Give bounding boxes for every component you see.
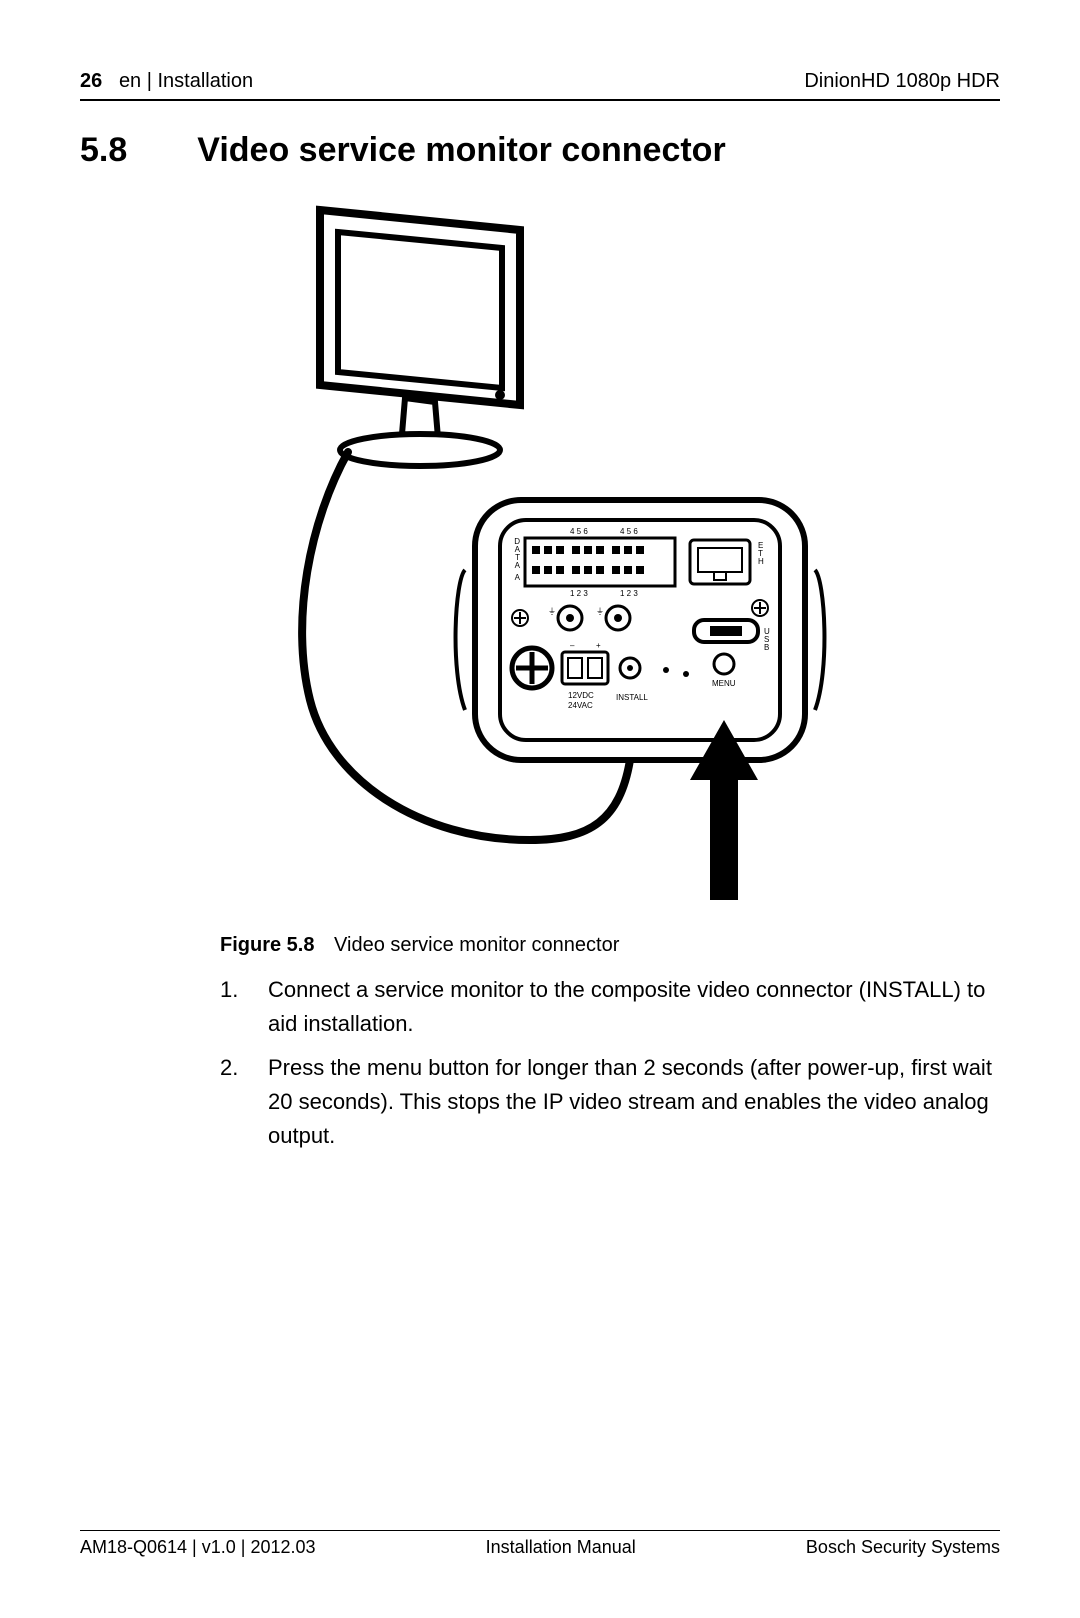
svg-text:⏚: ⏚	[548, 607, 556, 616]
footer-center: Installation Manual	[486, 1537, 636, 1558]
header-product: DinionHD 1080p HDR	[804, 70, 1000, 93]
label-power2: 24VAC	[568, 701, 593, 710]
section-heading: 5.8 Video service monitor connector	[80, 131, 1000, 170]
breadcrumb	[108, 70, 119, 92]
step-number: 2.	[220, 1051, 246, 1153]
footer-right: Bosch Security Systems	[806, 1537, 1000, 1558]
label-power1: 12VDC	[568, 691, 594, 700]
header-left: 26 en | Installation	[80, 70, 253, 93]
svg-text:⏚: ⏚	[596, 607, 604, 616]
figure-caption-text: Video service monitor connector	[334, 934, 619, 956]
figure-label: Figure 5.8	[220, 934, 314, 956]
pinhole-icon	[683, 671, 689, 677]
page-header: 26 en | Installation DinionHD 1080p HDR	[80, 70, 1000, 101]
footer-left: AM18-Q0614 | v1.0 | 2012.03	[80, 1537, 316, 1558]
svg-text:H: H	[758, 557, 764, 566]
figure-caption: Figure 5.8 Video service monitor connect…	[220, 934, 1000, 957]
page-number: 26	[80, 70, 102, 92]
figure-diagram: D A T A A 4 5 6 4 5 6 1 2 3 1 2 3	[220, 200, 900, 920]
monitor-icon	[320, 210, 520, 466]
label-bot-nums: 1 2 3	[570, 589, 588, 598]
pinhole-icon	[663, 667, 669, 673]
page: 26 en | Installation DinionHD 1080p HDR …	[0, 0, 1080, 1618]
screw-icon	[512, 648, 552, 688]
step-text: Press the menu button for longer than 2 …	[268, 1051, 1000, 1153]
label-install: INSTALL	[616, 693, 648, 702]
step-text: Connect a service monitor to the composi…	[268, 973, 1000, 1041]
figure: D A T A A 4 5 6 4 5 6 1 2 3 1 2 3	[220, 200, 900, 920]
steps-list: 1. Connect a service monitor to the comp…	[220, 973, 1000, 1153]
menu-button-icon: MENU	[712, 654, 736, 688]
svg-text:1 2 3: 1 2 3	[620, 589, 638, 598]
breadcrumb-text: en | Installation	[119, 70, 253, 92]
svg-text:A: A	[515, 561, 521, 570]
list-item: 2. Press the menu button for longer than…	[220, 1051, 1000, 1153]
label-top-nums: 4 5 6	[570, 527, 588, 536]
label-menu: MENU	[712, 679, 736, 688]
camera-back-icon: D A T A A 4 5 6 4 5 6 1 2 3 1 2 3	[456, 500, 825, 760]
label-alarm: A	[515, 573, 521, 582]
step-number: 1.	[220, 973, 246, 1041]
label-plus: +	[596, 641, 601, 650]
page-footer: AM18-Q0614 | v1.0 | 2012.03 Installation…	[80, 1530, 1000, 1558]
section-title: Video service monitor connector	[197, 131, 725, 170]
svg-text:B: B	[764, 643, 769, 652]
section-number: 5.8	[80, 131, 127, 170]
svg-text:4 5 6: 4 5 6	[620, 527, 638, 536]
label-minus: –	[570, 641, 575, 650]
list-item: 1. Connect a service monitor to the comp…	[220, 973, 1000, 1041]
